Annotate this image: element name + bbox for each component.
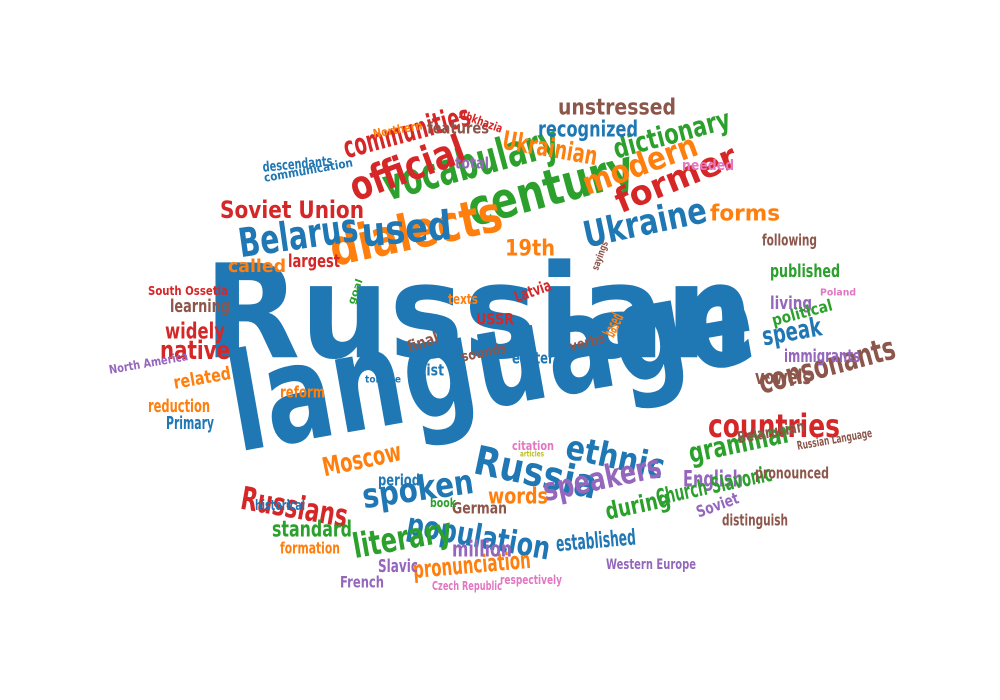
word-features: features	[427, 118, 489, 138]
word-vowels: vowels	[755, 365, 811, 389]
word-standard: standard	[272, 516, 352, 542]
word-citation: citation	[512, 438, 554, 453]
word-countries: countries	[708, 407, 840, 445]
word-immigrants: immigrants	[784, 345, 860, 367]
word-slavic: Slavic	[378, 555, 418, 577]
word-historical: historical	[255, 496, 305, 514]
word-learning: learning	[170, 295, 230, 317]
word-french: French	[340, 572, 384, 592]
word-articles: articles	[520, 449, 544, 459]
word-following: following	[762, 230, 817, 250]
word-english: English	[683, 466, 743, 492]
word-needed: needed	[682, 156, 734, 174]
word-eastern: eastern	[512, 348, 562, 368]
word-reduction: reduction	[148, 395, 210, 417]
word-western-europe: Western Europe	[606, 555, 696, 573]
word-unstressed: unstressed	[558, 94, 676, 120]
word-respectively: respectively	[500, 572, 562, 587]
word-distinguish: distinguish	[722, 510, 788, 530]
word-total: total	[455, 153, 489, 173]
word-tongue: tongue	[365, 373, 401, 385]
word-south-ossetia: South Ossetia	[148, 283, 228, 298]
word-book: book	[430, 495, 456, 510]
word-forms: forms	[710, 200, 780, 226]
word-formation: formation	[280, 538, 340, 558]
word-million: million	[452, 536, 512, 562]
word-living: living	[770, 292, 812, 314]
word-german: German	[452, 498, 507, 518]
word-native: native	[160, 334, 230, 366]
word-primary: Primary	[166, 412, 214, 434]
word-19th: 19th	[505, 235, 555, 261]
word-published: published	[770, 260, 840, 282]
word-ussr: USSR	[476, 309, 514, 329]
word-established: established	[554, 524, 637, 557]
word-reform: reform	[280, 382, 325, 402]
word-called: called	[228, 255, 286, 277]
word-used: used	[359, 201, 454, 257]
word-recognized: recognized	[538, 116, 638, 142]
word-poland: Poland	[820, 286, 856, 298]
word-soviet-union: Soviet Union	[220, 195, 364, 224]
word-period: period	[378, 470, 420, 490]
word-widely: widely	[165, 318, 225, 344]
word-pronounced: pronounced	[755, 463, 829, 483]
word-words: words	[488, 483, 548, 509]
word-texts: texts	[448, 290, 478, 308]
word-largest: largest	[288, 250, 340, 272]
word-russian: Russian	[204, 236, 754, 389]
word-czech-republic: Czech Republic	[432, 578, 502, 593]
word-exist: exist	[410, 360, 444, 380]
